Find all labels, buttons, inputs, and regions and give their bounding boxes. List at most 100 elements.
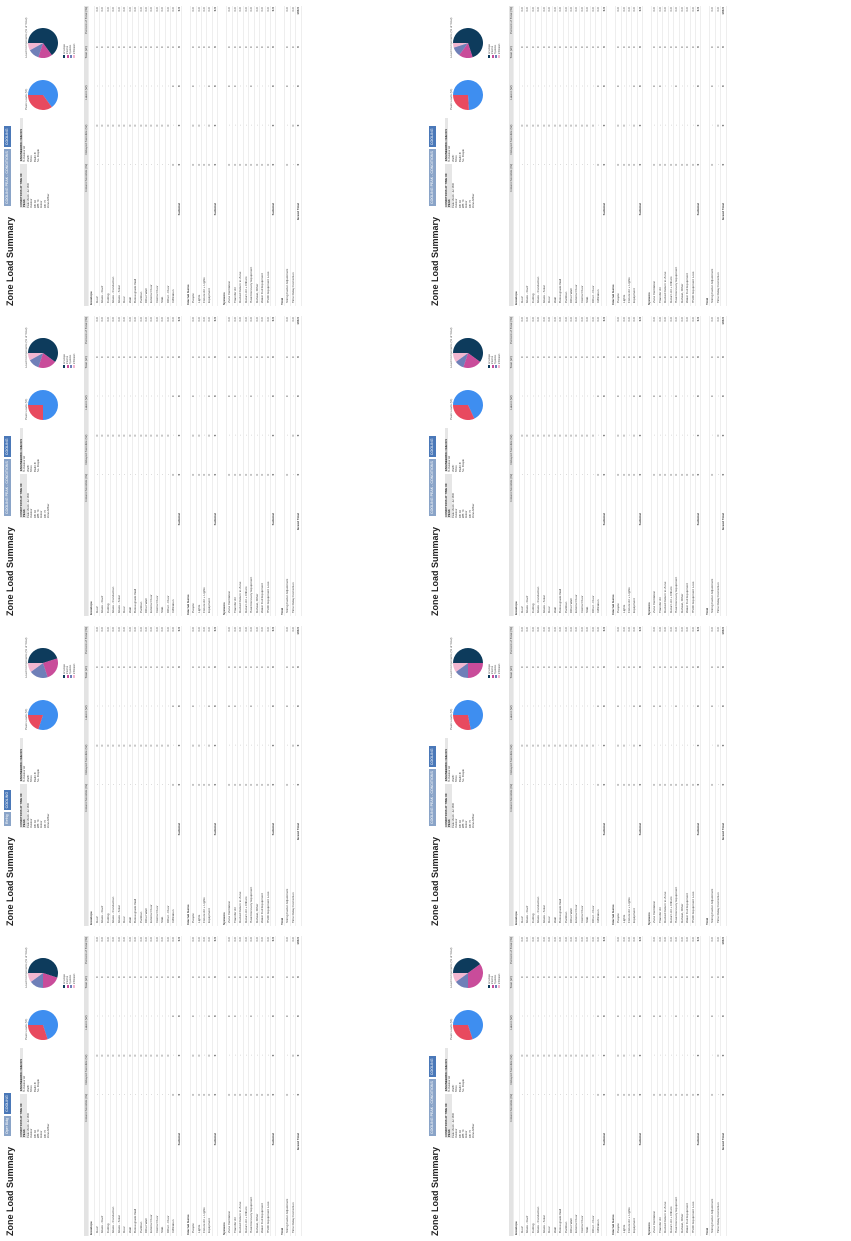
legend-swatch xyxy=(494,365,497,368)
conditions-heading: CONDITIONS AT TIME OF PEAK xyxy=(19,784,27,828)
row-label: Grand Total xyxy=(720,202,727,306)
pie-slice xyxy=(453,700,483,730)
legend-swatch xyxy=(488,55,491,58)
report-tags: COOLING PEAK - CONDITIONS COOLING xyxy=(4,126,11,206)
checks-line: No. People xyxy=(37,459,41,472)
checks-line: No. People xyxy=(37,769,41,782)
legend-swatch xyxy=(488,365,491,368)
peak-pie-chart xyxy=(28,1010,58,1040)
cell-value: 0 xyxy=(720,123,727,163)
conditions-line: Zone Airflow xyxy=(472,503,476,518)
checks-column: ENGINEERING CHECKS% Outdoor Air cfm/ft² ft… xyxy=(444,428,465,472)
table-row: Grand Total 0 0 0 0 100.0 xyxy=(295,936,302,1236)
pie-slice xyxy=(453,80,483,110)
legend-swatch xyxy=(491,985,494,988)
legend-label: Infiltration xyxy=(497,663,501,674)
conditions-heading: CONDITIONS AT TIME OF PEAK xyxy=(444,1094,452,1138)
legend-swatch xyxy=(66,365,69,368)
tag-mode: COOLING xyxy=(4,126,11,148)
pie-slice xyxy=(29,43,43,58)
legend-swatch xyxy=(69,675,72,678)
pie-slice xyxy=(28,700,58,730)
tag-zone: Oper Bldg xyxy=(4,1115,11,1136)
tag-mode: COOLING xyxy=(429,126,436,148)
total-pie-chart xyxy=(28,648,58,678)
peak-pie-chart xyxy=(453,1010,483,1040)
pie-slice xyxy=(453,95,469,110)
tag-zone: COOLING PEAK - CONDITIONS xyxy=(429,1079,436,1136)
legend-label: Infiltration xyxy=(72,663,76,674)
pie-slice xyxy=(453,1025,473,1040)
legend-item: Infiltration xyxy=(498,18,501,58)
cell-value: 0 xyxy=(720,704,727,744)
row-label: Grand Total xyxy=(720,1132,727,1236)
pie-slice xyxy=(28,1025,48,1040)
pie-legend: Envelope Internal Systems Infiltration xyxy=(488,638,501,678)
pie-slice xyxy=(459,43,473,58)
cell-value: 0 xyxy=(720,1092,727,1132)
pie-slice xyxy=(463,353,481,368)
tag-zone: COOLING PEAK - CONDITIONS xyxy=(4,459,11,516)
cell-value: 0 xyxy=(295,123,302,163)
legend-label: Infiltration xyxy=(497,353,501,364)
pie-slice xyxy=(453,958,481,973)
total-pie-block: Load Components (% of Total) Envelope Inte… xyxy=(449,638,501,678)
legend-swatch xyxy=(63,985,66,988)
pie-slice xyxy=(453,405,475,420)
pie-slice xyxy=(468,663,483,678)
summary-box: CONDITIONS AT TIME OF PEAK Peak Month: Ju… xyxy=(19,316,84,616)
total-pie-chart xyxy=(28,958,58,988)
legend-item: Infiltration xyxy=(498,948,501,988)
load-table: Instant Sensible (W) Delayed Sensible (W)… xyxy=(84,936,302,1236)
cell-value: 0 xyxy=(295,975,302,1015)
pie-slice xyxy=(455,353,468,368)
total-pie-block: Load Components (% of Total) Envelope Inte… xyxy=(449,328,501,368)
cell-value: 100.0 xyxy=(295,6,302,46)
summary-box: CONDITIONS AT TIME OF PEAK Peak Month: Ju… xyxy=(444,6,509,306)
checks-column: ENGINEERING CHECKS% Outdoor Air cfm/ft² ft… xyxy=(444,1048,465,1092)
legend-swatch xyxy=(488,675,491,678)
legend-swatch xyxy=(66,985,69,988)
pie-legend: Envelope Internal Systems Infiltration xyxy=(63,328,76,368)
table-row: Grand Total 0 0 0 0 100.0 xyxy=(295,6,302,306)
legend-swatch xyxy=(497,55,500,58)
conditions-column: CONDITIONS AT TIME OF PEAK Peak Month: Ju… xyxy=(444,474,476,518)
cell-value: 0 xyxy=(720,84,727,124)
peak-pie-block: Peak Loads (%) xyxy=(24,390,63,420)
load-table: Instant Sensible (W) Delayed Sensible (W)… xyxy=(509,6,727,306)
pie-legend: Envelope Internal Systems Infiltration xyxy=(63,18,76,58)
legend-label: Infiltration xyxy=(72,43,76,54)
report-tags: COOLING PEAK - CONDITIONS COOLING xyxy=(429,746,436,826)
pie-slice xyxy=(453,648,483,663)
cell-value: 100.0 xyxy=(295,316,302,356)
cell-value: 0 xyxy=(720,743,727,783)
pie-slice xyxy=(453,1010,483,1040)
legend-item: Infiltration xyxy=(73,948,76,988)
legend-swatch xyxy=(72,55,75,58)
legend-swatch xyxy=(488,985,491,988)
report-page: Zone Load Summary COOLING PEAK - CONDITIO… xyxy=(0,1,425,311)
cell-value: 100.0 xyxy=(720,936,727,976)
pie-slice xyxy=(455,973,468,988)
report-tags: COOLING PEAK - CONDITIONS COOLING xyxy=(429,126,436,206)
tag-zone: COOLING PEAK - CONDITIONS xyxy=(4,149,11,206)
report-tags: COOLING PEAK - CONDITIONS COOLING xyxy=(4,436,11,516)
legend-label: Infiltration xyxy=(72,973,76,984)
checks-column: ENGINEERING CHECKS% Outdoor Air cfm/ft² ft… xyxy=(444,738,465,782)
report-tags: COOLING PEAK - CONDITIONS COOLING xyxy=(429,1056,436,1136)
table-row: Grand Total 0 0 0 0 100.0 xyxy=(720,316,727,616)
pie-slice xyxy=(453,338,483,362)
peak-pie-block: Peak Loads (%) xyxy=(24,700,63,730)
conditions-heading: CONDITIONS AT TIME OF PEAK xyxy=(19,1094,27,1138)
tag-zone: COOLING PEAK - CONDITIONS xyxy=(429,769,436,826)
row-label: Grand Total xyxy=(295,512,302,616)
pie-slice xyxy=(28,390,58,420)
pie-slice xyxy=(453,390,483,419)
conditions-line: Zone Airflow xyxy=(47,193,51,208)
pie-slice xyxy=(28,1010,58,1040)
load-table: Instant Sensible (W) Delayed Sensible (W)… xyxy=(509,316,727,616)
conditions-column: CONDITIONS AT TIME OF PEAK Peak Month: Ju… xyxy=(444,164,476,208)
cell-value: 100.0 xyxy=(720,316,727,356)
pie-legend: Envelope Internal Systems Infiltration xyxy=(63,948,76,988)
